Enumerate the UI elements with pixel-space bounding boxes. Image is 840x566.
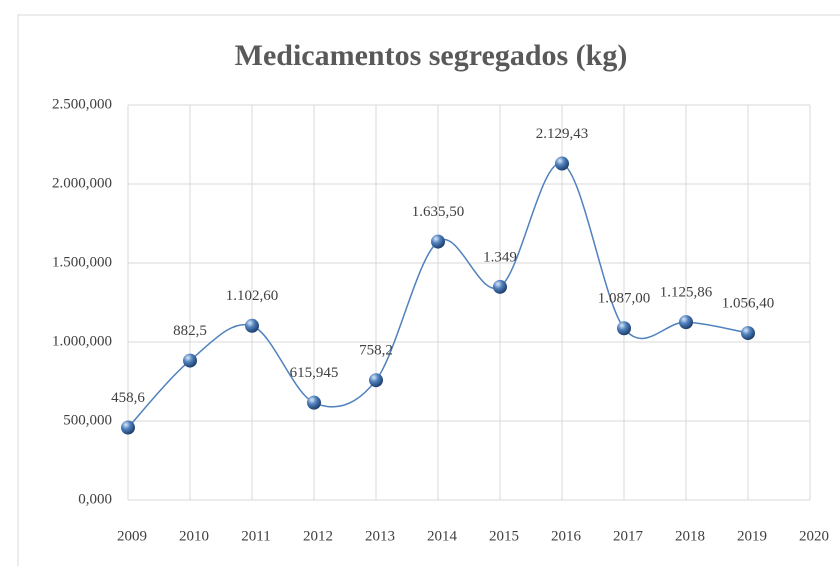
marker — [679, 315, 693, 330]
y-tick-label: 2.500,000 — [52, 96, 112, 112]
data-label: 1.635,50 — [412, 204, 465, 220]
data-label: 1.349 — [483, 249, 517, 265]
marker — [555, 156, 569, 171]
x-tick-label: 2015 — [489, 528, 519, 544]
data-label: 1.056,40 — [722, 296, 775, 312]
marker — [431, 234, 445, 249]
chart-frame — [17, 14, 840, 566]
x-tick-label: 2017 — [613, 528, 644, 544]
x-tick-label: 2013 — [365, 528, 395, 544]
y-tick-label: 1.500,000 — [52, 254, 112, 270]
data-label: 1.125,86 — [660, 285, 713, 301]
data-label: 758,2 — [359, 343, 393, 359]
x-tick-label: 2016 — [551, 528, 582, 544]
y-tick-label: 1.000,000 — [52, 333, 112, 349]
x-tick-label: 2019 — [737, 528, 767, 544]
x-tick-label: 2011 — [241, 528, 270, 544]
data-label: 1.087,00 — [598, 291, 651, 307]
x-tick-label: 2014 — [427, 528, 458, 544]
plot-area: 0,000 500,000 1.000,000 1.500,000 2.000,000 2… — [52, 96, 829, 544]
chart-title: Medicamentos segregados (kg) — [235, 39, 628, 72]
marker — [617, 321, 631, 336]
y-tick-label: 2.000,000 — [52, 175, 112, 191]
marker — [741, 326, 755, 341]
marker — [245, 318, 259, 333]
x-tick-label: 2010 — [179, 528, 209, 544]
x-tick-label: 2012 — [303, 528, 333, 544]
data-label: 1.102,60 — [226, 288, 279, 304]
marker — [493, 279, 507, 294]
x-tick-label: 2009 — [117, 528, 147, 544]
y-tick-label: 0,000 — [78, 491, 112, 507]
marker — [307, 395, 321, 410]
y-tick-label: 500,000 — [63, 412, 112, 428]
marker — [121, 420, 135, 435]
data-label: 458,6 — [111, 390, 145, 406]
data-label: 615,945 — [290, 365, 339, 381]
marker — [369, 373, 383, 388]
x-tick-label: 2018 — [675, 528, 705, 544]
data-label: 2.129,43 — [536, 126, 589, 142]
x-tick-label: 2020 — [799, 528, 829, 544]
marker — [183, 353, 197, 368]
data-label: 882,5 — [173, 323, 207, 339]
